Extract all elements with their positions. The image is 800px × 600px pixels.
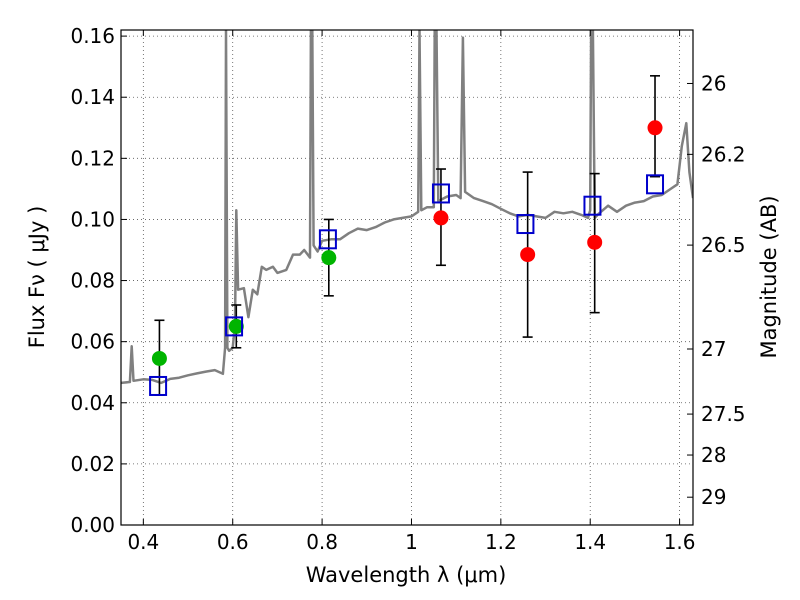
x-tick-label: 0.6 <box>217 530 249 554</box>
y-tick-label: 0.10 <box>70 207 115 231</box>
model-box-marker <box>583 195 602 216</box>
green-data-point <box>228 318 244 334</box>
ticks-layer: 0.4 0.6 0.8 1 1.2 1.4 1.6 0.00 0.02 0.04 0.06 0.08 0… <box>70 24 745 554</box>
x-tick-label: 1.6 <box>664 530 696 554</box>
model-box-marker <box>225 316 244 337</box>
model-box-marker <box>149 375 168 396</box>
y2-tick-label: 27.5 <box>701 402 746 426</box>
model-box-marker <box>516 214 535 235</box>
x-tick-label: 0.4 <box>127 530 159 554</box>
green-data-point <box>321 250 337 266</box>
y2-axis-label: Magnitude (AB) <box>757 195 781 358</box>
y-tick-label: 0.16 <box>70 24 115 48</box>
errorbar-layer <box>154 75 661 396</box>
green-data-point <box>151 350 167 366</box>
y-tick-label: 0.14 <box>70 85 115 109</box>
y-tick-label: 0.06 <box>70 330 115 354</box>
y-tick-label: 0.00 <box>70 513 115 537</box>
red-data-point <box>647 120 663 136</box>
y-tick-label: 0.12 <box>70 146 115 170</box>
x-tick-label: 1.2 <box>485 530 517 554</box>
x-tick-label: 1 <box>405 530 418 554</box>
model-box-marker <box>646 174 665 195</box>
red-data-point <box>520 247 536 263</box>
model-box-marker <box>318 229 337 250</box>
red-data-point <box>433 210 449 226</box>
marker-layer <box>149 120 665 396</box>
model-box-marker <box>431 183 450 204</box>
y-tick-label: 0.04 <box>70 391 115 415</box>
x-tick-label: 0.8 <box>306 530 338 554</box>
spectrum-series <box>121 30 693 385</box>
y2-tick-label: 29 <box>701 485 726 509</box>
y-tick-label: 0.02 <box>70 452 115 476</box>
y2-tick-label: 26.2 <box>701 142 746 166</box>
y2-tick-label: 26.5 <box>701 233 746 257</box>
x-axis-label: Wavelength λ (μm) <box>306 563 507 587</box>
plot-frame <box>120 29 694 526</box>
y-axis-label: Flux Fν ( μJy ) <box>25 206 49 349</box>
spectrum-line <box>121 30 693 385</box>
x-tick-label: 1.4 <box>574 530 606 554</box>
y-tick-label: 0.08 <box>70 269 115 293</box>
y2-tick-label: 27 <box>701 337 726 361</box>
y2-tick-label: 26 <box>701 71 726 95</box>
red-data-point <box>587 234 603 250</box>
y2-tick-label: 28 <box>701 443 726 467</box>
grid-lines <box>121 30 693 526</box>
